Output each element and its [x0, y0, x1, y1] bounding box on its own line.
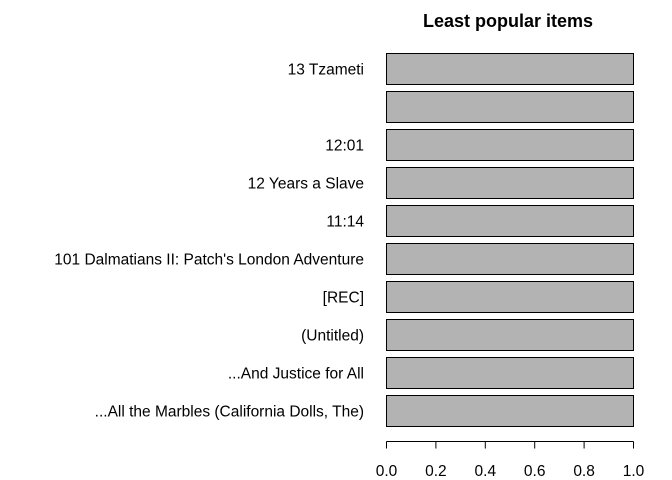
x-tick-label: 0.0	[376, 463, 398, 480]
x-tick-label: 0.2	[425, 463, 447, 480]
category-label: 13 Tzameti	[288, 62, 364, 79]
category-label: 101 Dalmatians II: Patch's London Advent…	[54, 252, 364, 269]
category-label: 12:01	[325, 138, 364, 155]
bar	[386, 205, 634, 237]
bar	[386, 319, 634, 351]
chart-title: Least popular items	[423, 11, 593, 31]
bar	[386, 167, 634, 199]
bar	[386, 395, 634, 427]
category-label: 12 Years a Slave	[248, 176, 364, 193]
x-axis: 0.0 0.2 0.4 0.6 0.8 1.0	[376, 441, 645, 480]
category-label: 11:14	[326, 214, 364, 231]
bar	[386, 357, 634, 389]
bar	[386, 53, 634, 85]
category-label: ...All the Marbles (California Dolls, Th…	[95, 404, 364, 421]
x-tick-label: 1.0	[623, 463, 645, 480]
bar	[386, 91, 634, 123]
x-tick-label: 0.6	[524, 463, 546, 480]
category-label: [REC]	[323, 290, 364, 307]
category-label: ...And Justice for All	[228, 366, 364, 383]
bar	[386, 281, 634, 313]
x-tick-label: 0.8	[573, 463, 595, 480]
x-tick-label: 0.4	[475, 463, 497, 480]
category-label: (Untitled)	[301, 328, 364, 345]
bars-group	[386, 53, 634, 427]
category-labels-group: 13 Tzameti 12:01 12 Years a Slave 11:14 101 …	[54, 62, 364, 421]
bar	[386, 243, 634, 275]
bar	[386, 129, 634, 161]
